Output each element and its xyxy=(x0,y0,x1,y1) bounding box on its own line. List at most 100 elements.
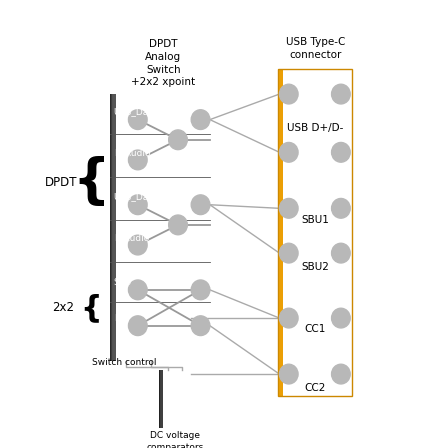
Bar xyxy=(160,370,162,428)
Bar xyxy=(111,94,114,361)
Bar xyxy=(279,69,282,396)
Bar xyxy=(160,370,162,428)
Bar xyxy=(112,94,115,361)
Bar xyxy=(279,69,282,396)
Bar xyxy=(111,94,114,361)
Circle shape xyxy=(128,316,147,336)
Circle shape xyxy=(128,280,147,300)
Circle shape xyxy=(169,130,187,150)
Bar xyxy=(279,69,282,396)
Bar xyxy=(112,94,115,361)
Circle shape xyxy=(191,195,210,215)
Bar xyxy=(112,94,115,361)
Bar xyxy=(160,370,162,428)
Bar xyxy=(111,94,114,361)
Circle shape xyxy=(169,215,187,235)
Text: CC2: CC2 xyxy=(304,383,326,392)
Text: USB_Data: USB_Data xyxy=(114,108,158,116)
Bar xyxy=(112,94,114,361)
Text: SBU2: SBU2 xyxy=(301,262,329,271)
Bar xyxy=(111,94,114,361)
Bar xyxy=(112,94,115,361)
Bar xyxy=(160,370,162,428)
Bar xyxy=(159,370,162,428)
Bar xyxy=(160,370,162,428)
Bar xyxy=(278,69,281,396)
Bar xyxy=(280,69,283,396)
Circle shape xyxy=(332,243,350,263)
Bar xyxy=(160,370,162,428)
Circle shape xyxy=(332,308,350,328)
Bar xyxy=(278,69,281,396)
Bar xyxy=(111,94,114,361)
Text: USB Type-C
connector: USB Type-C connector xyxy=(286,37,346,60)
Circle shape xyxy=(279,84,298,104)
Circle shape xyxy=(332,198,350,218)
Bar xyxy=(280,69,283,396)
Bar xyxy=(278,69,352,396)
Circle shape xyxy=(279,198,298,218)
Text: 2x2: 2x2 xyxy=(53,301,75,314)
Circle shape xyxy=(332,364,350,384)
Bar xyxy=(112,94,115,361)
Bar xyxy=(279,69,282,396)
Bar xyxy=(112,94,114,361)
Bar xyxy=(112,94,114,361)
Bar xyxy=(278,69,281,396)
Bar xyxy=(279,69,282,396)
Bar xyxy=(278,69,281,396)
Bar xyxy=(111,94,114,361)
Circle shape xyxy=(279,243,298,263)
Bar xyxy=(279,69,282,396)
Bar xyxy=(279,69,281,396)
Bar xyxy=(111,94,114,361)
Circle shape xyxy=(128,110,147,129)
Bar xyxy=(278,69,281,396)
Bar xyxy=(111,94,114,361)
Bar xyxy=(111,94,114,361)
Circle shape xyxy=(128,195,147,215)
Bar xyxy=(279,69,282,396)
Bar xyxy=(160,370,162,428)
Circle shape xyxy=(191,280,210,300)
Bar xyxy=(280,69,283,396)
Text: USB_Data: USB_Data xyxy=(114,193,158,202)
Bar xyxy=(159,370,161,428)
Circle shape xyxy=(279,142,298,162)
Text: {: { xyxy=(80,293,102,322)
Bar xyxy=(279,69,282,396)
Bar xyxy=(110,94,113,361)
Bar xyxy=(112,94,115,361)
Circle shape xyxy=(332,84,350,104)
Text: L_Audio: L_Audio xyxy=(114,233,149,242)
Bar xyxy=(159,370,162,428)
Bar xyxy=(112,94,114,361)
Text: DC voltage
comparators: DC voltage comparators xyxy=(146,431,204,448)
Bar xyxy=(113,94,115,361)
Bar xyxy=(279,69,282,396)
Bar xyxy=(159,370,161,428)
Bar xyxy=(160,370,162,428)
Circle shape xyxy=(191,316,210,336)
Bar xyxy=(278,69,281,396)
Bar xyxy=(160,370,162,428)
Text: CC1: CC1 xyxy=(304,324,326,334)
Circle shape xyxy=(279,364,298,384)
Text: DPDT
Analog
Switch
+2x2 xpoint: DPDT Analog Switch +2x2 xpoint xyxy=(131,39,195,87)
Circle shape xyxy=(332,142,350,162)
Bar xyxy=(112,94,115,361)
Bar xyxy=(279,69,282,396)
Text: DPDT: DPDT xyxy=(45,176,78,189)
Text: SBU: SBU xyxy=(114,278,132,287)
Bar xyxy=(279,69,282,396)
Bar xyxy=(159,370,162,428)
Bar xyxy=(280,69,283,396)
Bar xyxy=(111,94,114,361)
Bar xyxy=(113,94,116,361)
Bar xyxy=(111,94,114,361)
Bar xyxy=(112,94,115,361)
Circle shape xyxy=(128,150,147,170)
Text: Switch control: Switch control xyxy=(92,358,157,367)
Bar xyxy=(159,370,161,428)
Bar xyxy=(112,94,115,361)
